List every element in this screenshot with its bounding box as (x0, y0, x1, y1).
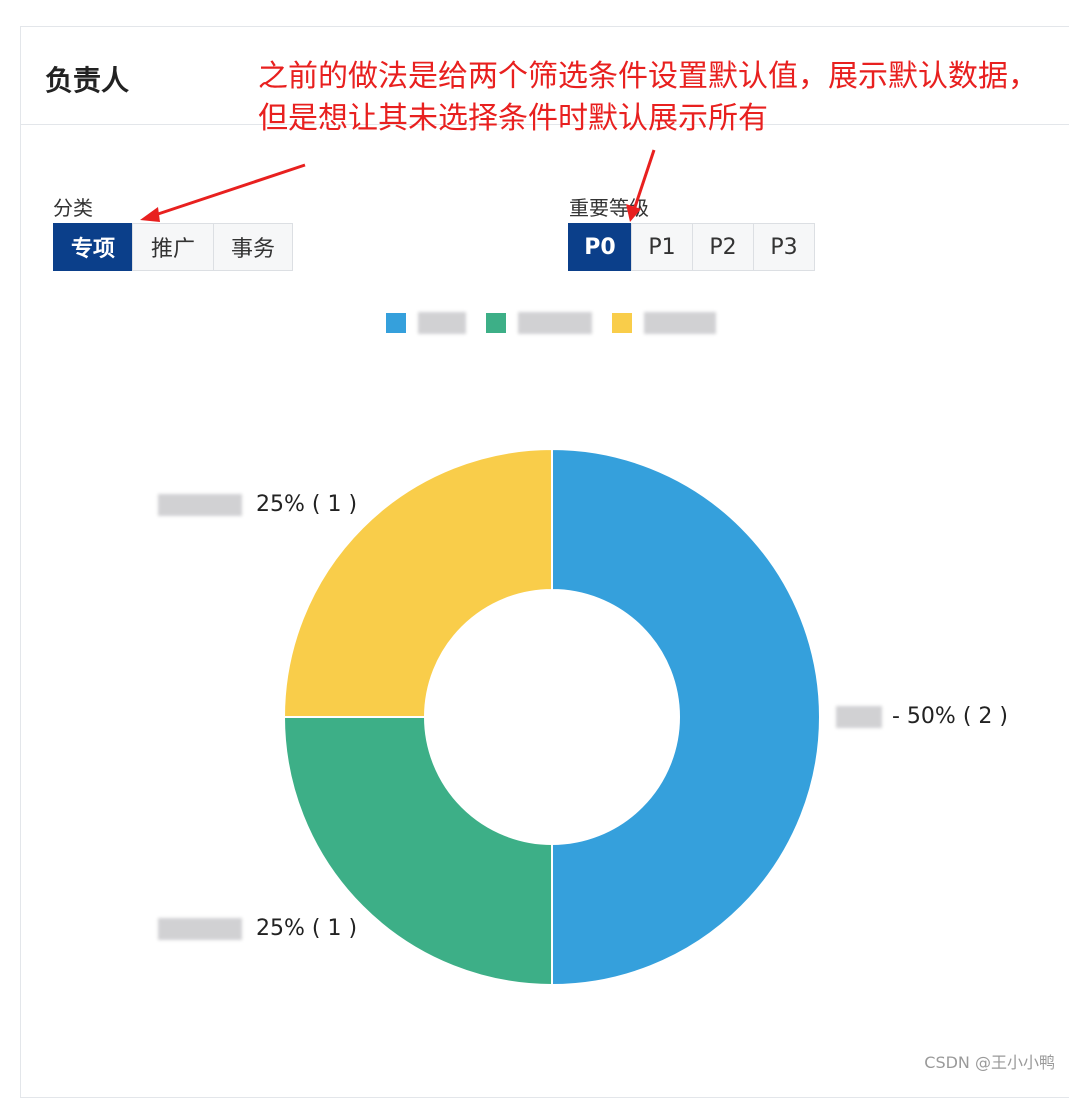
annotation-text: 之前的做法是给两个筛选条件设置默认值，展示默认数据，但是想让其未选择条件时默认展… (258, 59, 1038, 136)
legend-item-green[interactable] (486, 312, 592, 334)
slice-label-green-text: 25% ( 1 ) (256, 916, 358, 941)
category-filter-group: 专项 推广 事务 (53, 223, 293, 271)
legend-label-redacted (644, 312, 716, 334)
slice-label-blue-text: - 50% ( 2 ) (892, 704, 1008, 729)
arrow-line-right (632, 149, 656, 211)
annotation-arrows (140, 149, 656, 222)
legend-swatch-yellow (612, 313, 632, 333)
priority-option-p3[interactable]: P3 (753, 223, 815, 271)
category-option-shiwu[interactable]: 事务 (213, 223, 293, 271)
legend-label-redacted (518, 312, 592, 334)
donut-slice-2[interactable] (282, 447, 553, 718)
legend-item-yellow[interactable] (612, 312, 716, 334)
slice-label-yellow: 25% ( 1 ) (158, 492, 357, 517)
slice-label-blue: - 50% ( 2 ) (836, 704, 1008, 729)
arrow-line-left (151, 163, 306, 218)
donut-slice-1[interactable] (282, 716, 553, 987)
category-option-tuiguang[interactable]: 推广 (132, 223, 214, 271)
watermark: CSDN @王小小鸭 (924, 1053, 1055, 1072)
panel-title: 负责人 (45, 64, 130, 97)
category-filter-label: 分类 (53, 196, 93, 220)
slice-name-redacted (836, 705, 882, 728)
slice-label-green: 25% ( 1 ) (158, 916, 357, 941)
arrow-head-left (140, 207, 160, 222)
legend-item-blue[interactable] (386, 312, 466, 334)
chart-legend (386, 312, 736, 334)
priority-filter-group: P0 P1 P2 P3 (568, 223, 815, 271)
legend-label-redacted (418, 312, 466, 334)
priority-option-p2[interactable]: P2 (692, 223, 754, 271)
legend-swatch-blue (386, 313, 406, 333)
category-option-zhuanxiang[interactable]: 专项 (53, 223, 133, 271)
slice-name-redacted (158, 917, 242, 940)
panel-header: 负责人 (21, 27, 1069, 125)
arrow-head-right (626, 204, 641, 222)
donut-slices (282, 447, 821, 987)
priority-option-p1[interactable]: P1 (631, 223, 693, 271)
slice-label-yellow-text: 25% ( 1 ) (256, 492, 358, 517)
donut-slice-0[interactable] (551, 447, 821, 987)
legend-swatch-green (486, 313, 506, 333)
slice-name-redacted (158, 493, 242, 516)
